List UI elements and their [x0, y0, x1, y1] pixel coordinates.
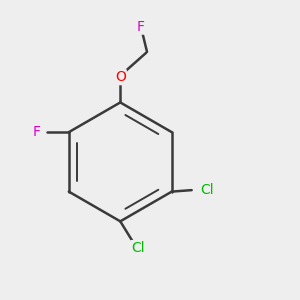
Text: Cl: Cl — [131, 241, 145, 255]
Text: Cl: Cl — [200, 183, 214, 197]
Text: F: F — [33, 125, 41, 139]
Text: O: O — [115, 70, 126, 84]
Text: F: F — [137, 20, 145, 34]
